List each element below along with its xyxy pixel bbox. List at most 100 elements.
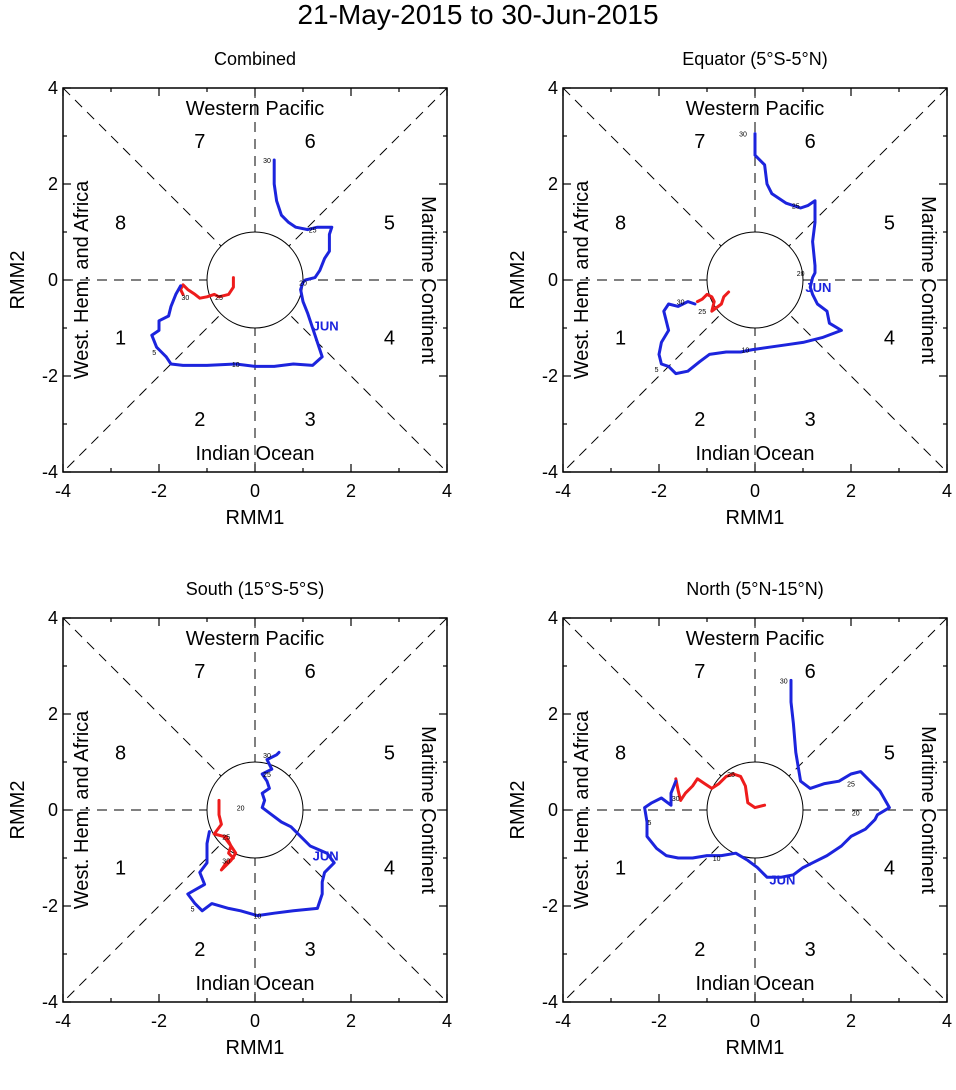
phase-number: 5 bbox=[384, 742, 395, 764]
month-label: JUN bbox=[313, 319, 339, 334]
trajectory-may bbox=[674, 772, 767, 810]
phase-number: 1 bbox=[115, 858, 126, 880]
phase-number: 3 bbox=[805, 939, 816, 961]
phase-number: 5 bbox=[884, 742, 895, 764]
subplot-title: Equator (5°S-5°N) bbox=[682, 49, 827, 69]
panel-equator: Equator (5°S-5°N) -4 -2 0 2 4 -4 -2 0 2 4 RMM1 RMM2 W… bbox=[500, 30, 956, 560]
trajectory-jun bbox=[657, 132, 843, 376]
day-label: 25 bbox=[698, 309, 706, 316]
day-label: 30 bbox=[780, 678, 788, 685]
day-label: 5 bbox=[152, 350, 156, 357]
region-label-bottom: Indian Ocean bbox=[696, 973, 815, 995]
panel-combined: Combined -4 -2 0 2 4 -4 -2 0 2 4 RMM1 RMM2 Western Pa… bbox=[0, 30, 478, 560]
diagonal-line bbox=[562, 87, 948, 473]
phase-number: 5 bbox=[884, 212, 895, 234]
trajectory-may bbox=[695, 290, 731, 313]
y-tick-label: -2 bbox=[42, 366, 58, 386]
y-tick-label: 2 bbox=[548, 704, 558, 724]
y-tick-label: -4 bbox=[542, 462, 558, 482]
y-tick-label: -4 bbox=[42, 462, 58, 482]
diagonal-line bbox=[562, 87, 948, 473]
region-label-right: Maritime Continent bbox=[417, 196, 439, 364]
y-tick-label: 4 bbox=[548, 608, 558, 628]
phase-number: 3 bbox=[305, 409, 316, 431]
figure-title: 21-May-2015 to 30-Jun-2015 bbox=[297, 0, 659, 30]
phase-number: 2 bbox=[694, 939, 705, 961]
subplot-title: South (15°S-5°S) bbox=[186, 579, 324, 599]
day-label: 25 bbox=[263, 772, 271, 779]
x-tick-label: 4 bbox=[442, 1011, 452, 1031]
amplitude-circle bbox=[706, 231, 804, 329]
y-tick-label: 4 bbox=[48, 608, 58, 628]
region-label-top: Western Pacific bbox=[186, 628, 325, 650]
region-label-right: Maritime Continent bbox=[917, 196, 939, 364]
x-tick-label: 0 bbox=[750, 1011, 760, 1031]
y-tick-label: 4 bbox=[48, 78, 58, 98]
trajectory-may bbox=[212, 798, 238, 872]
y-tick-label: 0 bbox=[48, 270, 58, 290]
y-tick-label: 0 bbox=[48, 800, 58, 820]
amplitude-circle bbox=[706, 761, 804, 859]
region-label-bottom: Indian Ocean bbox=[196, 973, 315, 995]
x-tick-label: -2 bbox=[151, 1011, 167, 1031]
phase-number: 7 bbox=[194, 131, 205, 153]
month-label: JUN bbox=[769, 873, 795, 888]
trajectory-jun bbox=[150, 158, 334, 368]
x-tick-label: -2 bbox=[151, 481, 167, 501]
panel-south: South (15°S-5°S) -4 -2 0 2 4 -4 -2 0 2 4 RMM1 RMM2 We… bbox=[0, 560, 478, 1090]
x-tick-label: 4 bbox=[942, 481, 952, 501]
diagonal-line bbox=[62, 617, 448, 1003]
y-tick-label: 2 bbox=[548, 174, 558, 194]
x-tick-label: -4 bbox=[55, 481, 71, 501]
day-label: 30 bbox=[222, 858, 230, 865]
phase-number: 1 bbox=[615, 328, 626, 350]
y-tick-label: -4 bbox=[42, 992, 58, 1012]
x-tick-label: 2 bbox=[846, 1011, 856, 1031]
subplot-title: Combined bbox=[214, 49, 296, 69]
day-label: 30 bbox=[739, 132, 747, 139]
region-label-left: West. Hem. and Africa bbox=[71, 710, 93, 909]
phase-number: 4 bbox=[884, 858, 895, 880]
day-label: 10 bbox=[742, 348, 750, 355]
x-tick-label: 0 bbox=[750, 481, 760, 501]
day-label: 10 bbox=[713, 856, 721, 863]
day-label: 25 bbox=[727, 772, 735, 779]
phase-number: 2 bbox=[694, 409, 705, 431]
x-axis-label: RMM1 bbox=[226, 507, 285, 529]
day-label: 20 bbox=[299, 280, 307, 287]
day-label: 30 bbox=[182, 295, 190, 302]
region-label-top: Western Pacific bbox=[686, 98, 825, 120]
phase-number: 7 bbox=[694, 661, 705, 683]
x-tick-label: 4 bbox=[942, 1011, 952, 1031]
x-axis-label: RMM1 bbox=[726, 507, 785, 529]
day-label: 5 bbox=[191, 906, 195, 913]
x-tick-label: 0 bbox=[250, 481, 260, 501]
phase-number: 4 bbox=[384, 858, 395, 880]
day-label: 5 bbox=[647, 820, 651, 827]
x-tick-label: 2 bbox=[346, 481, 356, 501]
amplitude-circle bbox=[206, 761, 304, 859]
phase-number: 7 bbox=[694, 131, 705, 153]
region-label-right: Maritime Continent bbox=[417, 726, 439, 894]
y-tick-label: -4 bbox=[542, 992, 558, 1012]
diagonal-line bbox=[562, 617, 948, 1003]
month-label: JUN bbox=[313, 849, 339, 864]
diagonal-line bbox=[62, 87, 448, 473]
phase-number: 3 bbox=[805, 409, 816, 431]
chart-north: North (5°N-15°N) -4 -2 0 2 4 -4 -2 0 2 4 RMM1 RMM2 We… bbox=[507, 579, 952, 1059]
day-label: 30 bbox=[677, 300, 685, 307]
x-tick-label: 4 bbox=[442, 481, 452, 501]
region-label-right: Maritime Continent bbox=[917, 726, 939, 894]
phase-number: 8 bbox=[615, 212, 626, 234]
region-label-top: Western Pacific bbox=[686, 628, 825, 650]
day-label: 25 bbox=[847, 782, 855, 789]
diagonal-line bbox=[62, 617, 448, 1003]
day-label: 30 bbox=[672, 796, 680, 803]
day-label: 25 bbox=[222, 834, 230, 841]
trajectory-may bbox=[179, 276, 235, 300]
trajectory-jun bbox=[643, 678, 891, 879]
x-tick-label: -2 bbox=[651, 481, 667, 501]
phase-number: 8 bbox=[115, 742, 126, 764]
day-label: 25 bbox=[792, 204, 800, 211]
chart-south: South (15°S-5°S) -4 -2 0 2 4 -4 -2 0 2 4 RMM1 RMM2 We… bbox=[7, 579, 452, 1059]
